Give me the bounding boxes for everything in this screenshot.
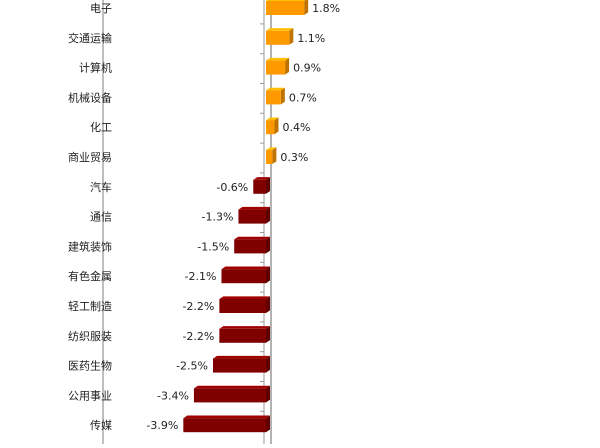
bar-side — [289, 28, 294, 45]
bar-side — [274, 117, 279, 135]
bar-side — [272, 147, 277, 164]
data-label: -2.1% — [185, 270, 217, 283]
bar-top — [234, 236, 270, 240]
data-label: 0.4% — [282, 121, 310, 134]
data-label: -3.9% — [146, 419, 178, 432]
bar-top — [213, 355, 270, 359]
bar-top — [219, 326, 270, 329]
category-label: 机械设备 — [68, 90, 112, 104]
data-label: -2.2% — [182, 300, 214, 313]
data-label: 1.1% — [297, 32, 325, 45]
bar-side — [285, 57, 290, 75]
category-label: 商业贸易 — [68, 150, 112, 164]
category-label: 有色金属 — [68, 269, 112, 283]
bar — [234, 239, 266, 254]
bar-side — [266, 355, 270, 373]
bar-top — [219, 296, 270, 299]
data-label: 0.9% — [293, 62, 321, 75]
bar-side — [266, 385, 270, 403]
bar-side — [304, 0, 309, 15]
category-label: 建筑装饰 — [68, 239, 112, 253]
bar-top — [266, 28, 294, 31]
category-label: 化工 — [90, 120, 112, 134]
bar-top — [266, 0, 306, 1]
bar-top — [266, 57, 290, 61]
bar-top — [253, 177, 270, 180]
bar — [266, 60, 286, 75]
bar-top — [193, 385, 270, 389]
bar-side — [266, 206, 270, 224]
bar — [219, 328, 266, 343]
bar — [253, 179, 266, 194]
bar-top — [266, 147, 277, 150]
data-label: -2.5% — [176, 360, 208, 373]
bar — [266, 30, 290, 45]
bar-side — [266, 415, 270, 433]
bar-top — [238, 206, 270, 210]
bar — [213, 358, 266, 373]
category-label: 纺织服装 — [68, 329, 112, 343]
bar-side — [266, 177, 270, 194]
bar-top — [183, 415, 270, 419]
category-label: 计算机 — [79, 61, 112, 75]
bar — [221, 269, 266, 284]
bar-top — [221, 266, 270, 270]
bar-side — [280, 87, 285, 105]
category-label: 通信 — [90, 211, 112, 224]
bar — [183, 418, 266, 433]
category-label: 交通运输 — [68, 31, 112, 45]
data-label: -1.3% — [202, 211, 234, 224]
data-label: -0.6% — [216, 181, 248, 194]
data-label: 0.3% — [280, 151, 308, 164]
data-label: -2.2% — [182, 330, 214, 343]
bar — [266, 90, 281, 105]
data-label: 1.8% — [312, 2, 340, 15]
bar-side — [266, 266, 270, 284]
data-label: -3.4% — [157, 389, 189, 402]
bar-side — [266, 236, 270, 254]
data-label: -1.5% — [197, 240, 229, 253]
bar — [193, 388, 266, 403]
bar — [266, 120, 275, 135]
category-label: 医药生物 — [68, 359, 112, 373]
category-label: 轻工制造 — [68, 299, 112, 313]
bar — [266, 150, 273, 164]
category-label: 公用事业 — [68, 389, 112, 402]
bar — [219, 299, 266, 313]
category-label: 电子 — [90, 2, 112, 15]
bar-side — [266, 296, 270, 313]
bar-top — [266, 117, 279, 121]
bar-top — [266, 87, 285, 91]
bar — [266, 1, 305, 15]
bar-side — [266, 326, 270, 343]
data-label: 0.7% — [289, 91, 317, 104]
category-label: 汽车 — [90, 180, 112, 194]
bar — [238, 209, 266, 224]
category-label: 传媒 — [90, 419, 112, 432]
